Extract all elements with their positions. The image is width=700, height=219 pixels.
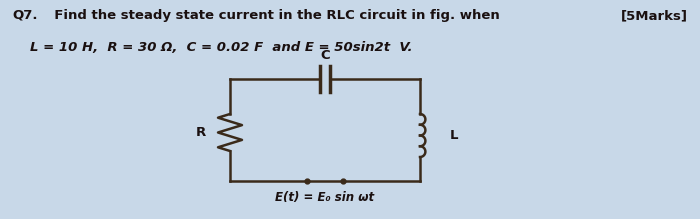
Text: Find the steady state current in the RLC circuit in fig. when: Find the steady state current in the RLC… — [45, 9, 500, 22]
Text: L: L — [450, 129, 459, 142]
Text: Q7.: Q7. — [12, 9, 38, 22]
Text: E(t) = E₀ sin ωt: E(t) = E₀ sin ωt — [275, 191, 374, 204]
Text: L = 10 H,  R = 30 Ω,  C = 0.02 F  and E = 50sin2t  V.: L = 10 H, R = 30 Ω, C = 0.02 F and E = 5… — [30, 41, 412, 54]
Text: [5Marks]: [5Marks] — [621, 9, 688, 22]
Text: C: C — [320, 49, 330, 62]
Text: R: R — [196, 126, 206, 139]
